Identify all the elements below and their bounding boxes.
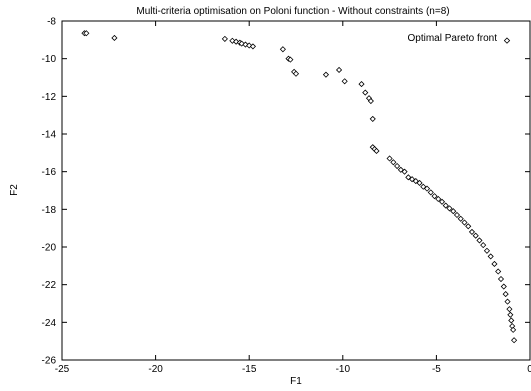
pareto-point xyxy=(412,178,419,185)
pareto-point xyxy=(335,66,343,74)
chart-title: Multi-criteria optimisation on Poloni fu… xyxy=(136,6,449,17)
pareto-point xyxy=(507,311,514,318)
pareto-point xyxy=(502,291,509,298)
x-tick-label: -10 xyxy=(336,364,351,375)
legend: Optimal Pareto front xyxy=(408,33,511,44)
pareto-point xyxy=(427,189,434,196)
pareto-point xyxy=(397,166,404,173)
pareto-point xyxy=(279,46,286,53)
pareto-point xyxy=(341,78,348,85)
y-tick-label: -26 xyxy=(42,356,57,367)
y-tick-label: -10 xyxy=(42,54,57,65)
y-axis-ticks: -8 -10 -12 -14 -16 -18 -20 -22 -24 -26 xyxy=(42,17,530,367)
pareto-point xyxy=(401,168,408,175)
pareto-point xyxy=(510,326,517,333)
plot-frame xyxy=(61,20,531,361)
pareto-point xyxy=(483,247,491,254)
pareto-point xyxy=(506,306,513,313)
y-axis-label: F2 xyxy=(9,184,20,196)
pareto-point xyxy=(287,56,294,63)
pareto-point xyxy=(442,202,449,209)
legend-entry-label: Optimal Pareto front xyxy=(408,33,498,44)
pareto-point xyxy=(405,174,412,181)
pareto-point xyxy=(446,205,453,212)
pareto-point xyxy=(508,317,515,324)
pareto-point xyxy=(453,211,461,219)
pareto-point xyxy=(461,219,468,226)
y-tick-label: -18 xyxy=(42,205,57,216)
x-tick-label: -20 xyxy=(148,364,163,375)
pareto-point xyxy=(394,162,401,170)
pareto-point xyxy=(420,183,427,190)
pareto-point xyxy=(438,198,446,205)
pareto-point xyxy=(83,30,90,37)
pareto-point xyxy=(511,337,518,344)
data-points xyxy=(81,30,518,344)
x-tick-label: 0 xyxy=(527,364,531,375)
pareto-point xyxy=(221,35,228,42)
pareto-point xyxy=(472,232,479,239)
pareto-point xyxy=(500,283,507,290)
pareto-point xyxy=(465,223,472,230)
pareto-point xyxy=(450,208,457,215)
y-tick-label: -14 xyxy=(42,130,57,141)
pareto-point xyxy=(373,147,380,155)
y-tick-label: -20 xyxy=(42,243,57,254)
pareto-point xyxy=(476,237,483,244)
pareto-point xyxy=(457,215,464,222)
x-axis-label: F1 xyxy=(290,376,302,387)
pareto-point xyxy=(369,115,376,122)
pareto-point xyxy=(504,298,511,305)
pareto-point xyxy=(111,34,118,42)
pareto-point xyxy=(423,185,431,192)
y-tick-label: -8 xyxy=(47,17,56,28)
pareto-point xyxy=(495,268,502,275)
pareto-point xyxy=(322,71,330,78)
pareto-point xyxy=(497,275,505,283)
pareto-point xyxy=(249,43,257,50)
pareto-point xyxy=(358,81,365,88)
pareto-point xyxy=(416,179,423,187)
pareto-point xyxy=(367,97,374,105)
y-tick-label: -22 xyxy=(42,280,57,291)
y-tick-label: -16 xyxy=(42,167,57,178)
pareto-point xyxy=(386,155,393,162)
x-tick-label: -5 xyxy=(432,364,441,375)
pareto-point xyxy=(362,89,369,96)
pareto-point xyxy=(242,41,249,48)
pareto-point xyxy=(408,176,416,183)
y-tick-label: -12 xyxy=(42,92,57,103)
y-tick-label: -24 xyxy=(42,318,57,329)
pareto-point xyxy=(431,193,438,200)
legend-marker xyxy=(503,37,511,44)
pareto-point xyxy=(487,253,494,260)
pareto-point xyxy=(468,228,476,235)
x-tick-label: -15 xyxy=(242,364,257,375)
x-axis-ticks: -25 -20 -15 -10 -5 0 xyxy=(55,21,531,375)
pareto-point xyxy=(435,195,442,203)
pareto-point xyxy=(491,260,498,268)
pareto-point xyxy=(480,242,487,249)
x-tick-label: -25 xyxy=(55,364,70,375)
pareto-point xyxy=(292,70,300,77)
pareto-point xyxy=(390,159,397,166)
pareto-point xyxy=(233,38,240,45)
